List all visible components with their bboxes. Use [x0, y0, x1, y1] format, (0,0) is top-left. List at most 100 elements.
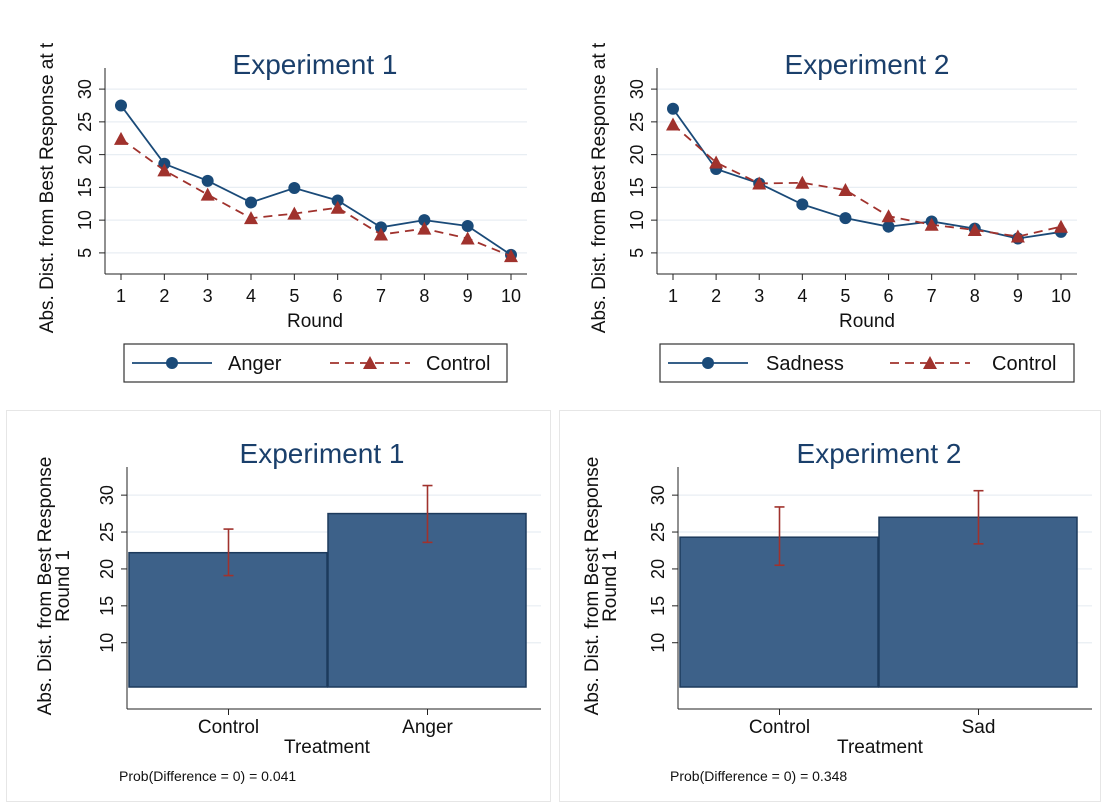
data-point-triangle — [417, 221, 432, 235]
data-point-triangle — [881, 209, 896, 223]
data-point-triangle — [200, 187, 215, 201]
bar-chart-panel-1: Experiment 1 Abs. Dist. from Best Respon… — [6, 410, 551, 802]
data-point-circle — [839, 212, 852, 225]
line-chart-panel-2: Experiment 2 Abs. Dist. from Best Respon… — [568, 8, 1098, 393]
y-axis-label-line-2: Round 1 — [53, 550, 74, 622]
plot-area: 5 10 15 20 25 30 1 2 3 4 5 6 7 8 9 10 — [627, 68, 1077, 306]
legend-label-series-2: Control — [426, 353, 490, 375]
series-line-1 — [672, 108, 1062, 240]
data-point-triangle — [330, 200, 345, 214]
x-tick-label: 3 — [754, 286, 764, 306]
data-point-triangle — [924, 217, 939, 231]
x-tick-label: 10 — [1051, 286, 1071, 306]
y-tick-label: 25 — [648, 522, 668, 542]
x-axis-label: Treatment — [837, 737, 924, 758]
x-tick-label: 7 — [376, 286, 386, 306]
y-tick-label: 5 — [627, 248, 647, 258]
line-chart-1: Experiment 1 Abs. Dist. from Best Respon… — [37, 42, 527, 383]
data-point-circle — [461, 220, 474, 233]
plot-area: 5 10 15 20 25 30 1 2 3 4 5 6 7 8 9 10 — [75, 68, 527, 306]
legend-label-series-2: Control — [992, 353, 1056, 375]
data-point-triangle — [504, 249, 518, 263]
data-point-circle — [375, 221, 387, 234]
x-tick-label: 3 — [203, 286, 213, 306]
data-point-triangle — [374, 227, 388, 241]
series-line-1 — [120, 104, 512, 256]
y-tick-label: 10 — [648, 633, 668, 653]
y-tick-label: 10 — [627, 210, 647, 230]
chart-title: Experiment 2 — [797, 438, 962, 469]
legend-marker-triangle — [923, 356, 937, 369]
line-chart-2: Experiment 2 Abs. Dist. from Best Respon… — [589, 42, 1077, 383]
y-axis-label: Abs. Dist. from Best Response — [35, 457, 56, 716]
x-tick-label: 7 — [927, 286, 937, 306]
x-tick-label: 4 — [246, 286, 256, 306]
category-label: Sad — [962, 717, 996, 738]
y-tick-label: 30 — [75, 79, 95, 99]
y-tick-label: 20 — [627, 145, 647, 165]
data-point-triangle — [967, 222, 982, 236]
y-tick-label: 15 — [97, 596, 117, 616]
data-point-triangle — [287, 206, 302, 220]
y-tick-label: 15 — [627, 177, 647, 197]
chart-title: Experiment 1 — [233, 49, 398, 80]
x-tick-label: 5 — [840, 286, 850, 306]
y-axis-label: Abs. Dist. from Best Response at t — [37, 42, 58, 333]
x-tick-label: 6 — [884, 286, 894, 306]
y-tick-label: 10 — [75, 210, 95, 230]
x-tick-label: 2 — [159, 286, 169, 306]
x-tick-label: 9 — [1013, 286, 1023, 306]
probability-note: Prob(Difference = 0) = 0.348 — [670, 768, 847, 784]
legend-marker-triangle — [363, 356, 377, 369]
y-tick-label: 15 — [648, 596, 668, 616]
plot-area: 10 15 20 25 30 Control Sad — [648, 467, 1092, 738]
x-axis-label: Treatment — [284, 737, 371, 758]
data-point-circle — [288, 182, 301, 195]
x-tick-label: 6 — [333, 286, 343, 306]
y-tick-label: 20 — [97, 559, 117, 579]
series-line-2 — [120, 138, 512, 258]
legend: Sadness Control — [659, 343, 1075, 383]
plot-area: 10 15 20 25 30 Control Anger — [97, 467, 541, 738]
x-tick-label: 5 — [289, 286, 299, 306]
x-tick-label: 9 — [463, 286, 473, 306]
data-point-circle — [115, 99, 127, 112]
chart-title: Experiment 1 — [240, 438, 405, 469]
y-tick-label: 20 — [75, 145, 95, 165]
x-tick-label: 8 — [970, 286, 980, 306]
y-tick-label: 25 — [97, 522, 117, 542]
data-point-triangle — [460, 231, 475, 245]
legend-label-series-1: Sadness — [766, 353, 844, 375]
data-point-triangle — [1010, 229, 1025, 243]
data-point-circle — [331, 194, 344, 207]
data-point-triangle — [666, 117, 680, 131]
x-tick-label: 1 — [116, 286, 126, 306]
x-tick-label: 1 — [668, 286, 678, 306]
data-point-circle — [201, 174, 214, 187]
bar-chart-1: Experiment 1 Abs. Dist. from Best Respon… — [35, 438, 541, 784]
category-label: Control — [198, 717, 259, 738]
data-point-triangle — [157, 163, 172, 177]
bar-sad — [878, 516, 1078, 688]
series-line-2 — [672, 123, 1062, 238]
legend-label-series-1: Anger — [228, 353, 282, 375]
probability-note: Prob(Difference = 0) = 0.041 — [119, 768, 296, 784]
data-point-triangle — [795, 175, 810, 189]
y-tick-label: 20 — [648, 559, 668, 579]
y-tick-label: 30 — [648, 485, 668, 505]
x-tick-label: 2 — [711, 286, 721, 306]
data-point-circle — [667, 102, 679, 115]
x-axis-label: Round — [839, 311, 895, 332]
y-tick-label: 5 — [75, 248, 95, 258]
data-point-circle — [796, 198, 809, 211]
chart-title: Experiment 2 — [785, 49, 950, 80]
legend: Anger Control — [123, 343, 508, 383]
category-label: Anger — [402, 717, 453, 738]
data-point-triangle — [1054, 219, 1068, 233]
x-axis-label: Round — [287, 311, 343, 332]
y-axis-label: Abs. Dist. from Best Response — [582, 457, 603, 716]
data-point-triangle — [244, 211, 258, 225]
bar-chart-panel-2: Experiment 2 Abs. Dist. from Best Respon… — [559, 410, 1101, 802]
y-tick-label: 10 — [97, 633, 117, 653]
x-tick-label: 8 — [419, 286, 429, 306]
